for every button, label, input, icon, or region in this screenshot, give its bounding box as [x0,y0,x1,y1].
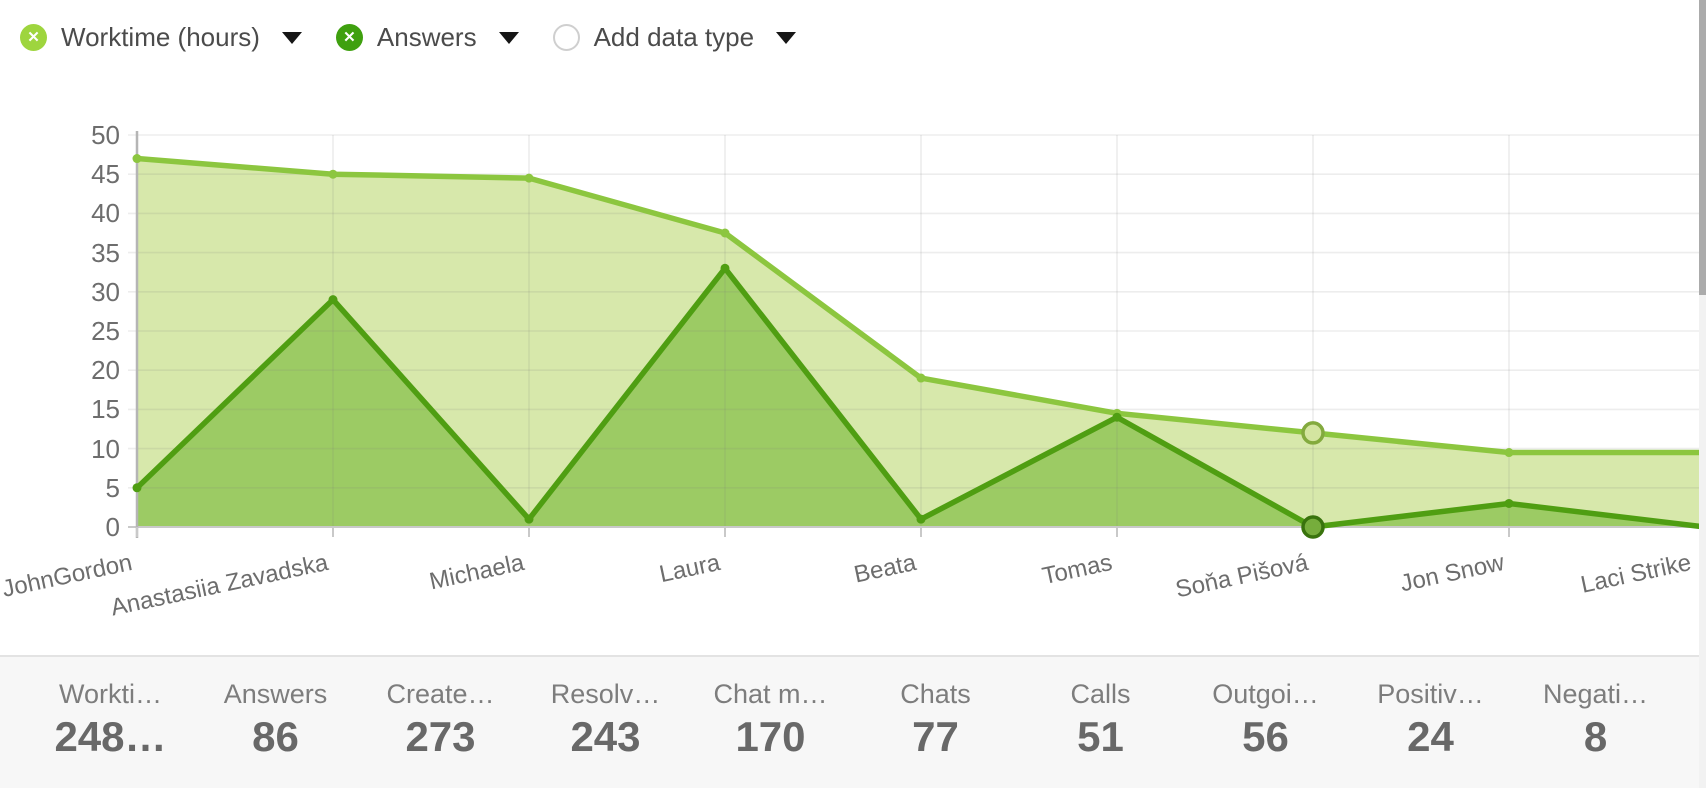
y-tick-label: 50 [91,120,120,150]
stat-label: Resolv… [550,679,661,709]
chevron-down-icon[interactable] [281,31,302,44]
data-point [1504,448,1514,458]
data-point [328,295,338,305]
scrollbar-thumb[interactable] [1699,0,1706,295]
summary-stats-grid: Workti… 248… Answers 86 Create… 273 Resolv… 243… [0,657,1706,761]
y-tick-label: 20 [91,355,120,386]
y-tick-label: 0 [105,512,120,542]
stat-value: 8 [1583,713,1608,760]
data-point [328,169,338,179]
area-answers [137,268,1705,527]
stat-value: 86 [252,713,299,760]
series-toggle-x-icon: ✕ [20,24,47,51]
stat-label: Chat m… [713,679,828,709]
y-tick-label: 25 [91,316,120,346]
legend-label: Add data type [593,22,755,52]
y-tick-label: 45 [91,159,120,190]
series-line-answers [132,263,1706,539]
scrollbar-track[interactable] [1699,0,1706,788]
stat-label: Outgoi… [1212,679,1319,709]
stat-label: Chats [900,679,971,709]
legend-item-answers[interactable]: ✕ Answers [335,22,519,53]
stat-value: 248… [54,713,167,760]
stat-column-3[interactable]: Create… 273 [358,679,523,761]
stat-column-7[interactable]: Calls 51 [1018,679,1183,761]
y-tick-label: 40 [91,198,120,229]
data-point [720,263,730,273]
stat-column-10[interactable]: Negati… 8 [1513,679,1678,761]
stat-label: Positiv… [1377,679,1484,709]
stat-label: Answers [223,679,328,709]
stat-value: 24 [1407,713,1454,760]
data-point [132,483,142,493]
stat-value: 273 [405,713,476,760]
data-point [720,228,730,238]
stat-value: 56 [1242,713,1289,760]
stat-label: Negati… [1542,679,1649,709]
data-point [916,373,926,383]
stat-label: Workti… [58,679,162,709]
legend-label: Worktime (hours) [61,22,260,52]
data-point [1112,412,1122,422]
y-tick-label: 5 [105,472,120,503]
highlighted-point [1301,421,1325,445]
y-tick-label: 30 [91,276,120,307]
stat-value: 170 [735,713,806,760]
highlighted-point [1301,515,1325,539]
chart-legend: ✕ Worktime (hours) ✕ Answers Add data ty… [20,22,830,53]
chevron-down-icon[interactable] [776,31,797,44]
legend-item-worktime[interactable]: ✕ Worktime (hours) [20,22,302,53]
data-point [1504,498,1514,508]
gridlines [128,134,1704,527]
data-point [132,154,142,164]
x-axis-ticks [136,527,1705,537]
data-point [524,514,534,524]
stat-column-5[interactable]: Chat m… 170 [688,679,853,761]
series-toggle-x-icon: ✕ [335,24,363,51]
stat-column-4[interactable]: Resolv… 243 [523,679,688,761]
chart-plot-area[interactable] [0,0,1706,660]
chevron-down-icon[interactable] [498,31,519,44]
data-point [916,514,926,524]
stat-column-9[interactable]: Positiv… 24 [1348,679,1513,761]
legend-label: Answers [376,22,477,52]
empty-circle-icon [552,24,580,51]
stat-label: Calls [1070,679,1131,709]
data-point [524,173,534,183]
performance-chart: 0 5 10 15 20 25 30 35 40 45 50 JohnGordon Anastasii… [0,0,1706,660]
stat-value: 243 [570,713,641,760]
stat-value: 77 [912,713,959,760]
stat-value: 51 [1077,713,1124,760]
stat-column-6[interactable]: Chats 77 [853,679,1018,761]
y-tick-label: 35 [91,237,120,268]
y-tick-label: 15 [91,394,120,425]
stat-column-8[interactable]: Outgoi… 56 [1183,679,1348,761]
stat-label: Create… [386,679,495,709]
stat-column-2[interactable]: Answers 86 [193,679,358,761]
summary-stats-panel: Workti… 248… Answers 86 Create… 273 Resolv… 243… [0,655,1706,788]
legend-item-add-data-type[interactable]: Add data type [552,22,797,53]
stat-column-1[interactable]: Workti… 248… [28,679,193,761]
y-tick-label: 10 [91,433,120,464]
